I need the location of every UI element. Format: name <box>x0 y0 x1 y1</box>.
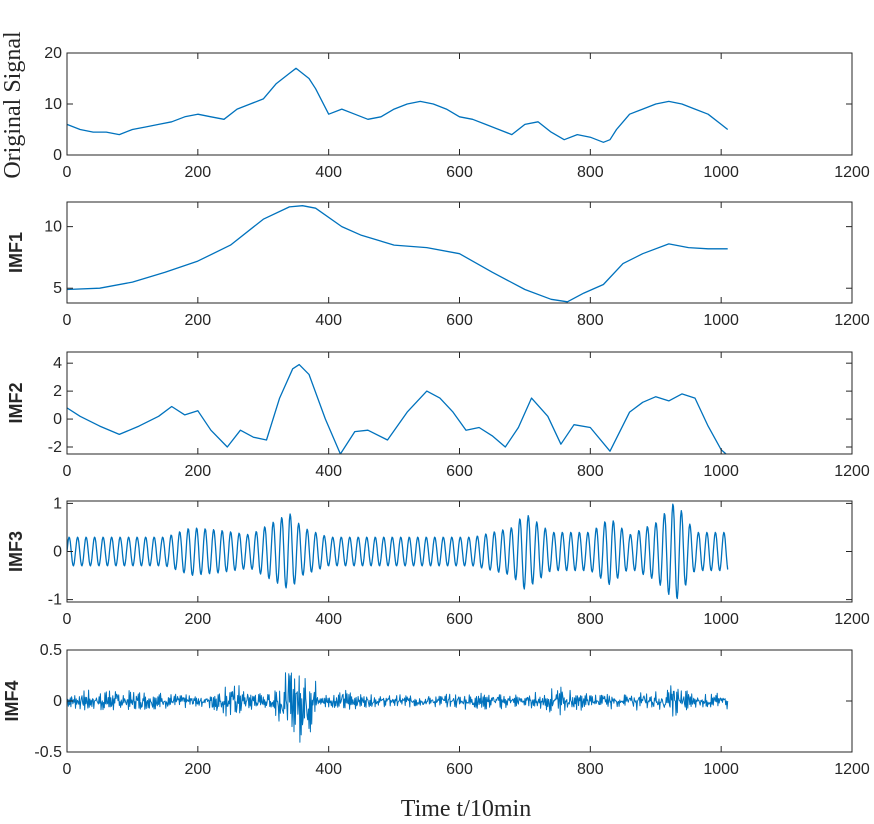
x-tick-label: 400 <box>315 312 342 329</box>
series-line-imf2 <box>67 363 728 454</box>
y-tick-label: 0 <box>53 147 62 164</box>
panel-2: 0 200 400 600 800 1000 1200 5 10 IMF1 <box>6 201 870 329</box>
y-tick-label: 4 <box>53 355 62 372</box>
x-tick-label: 400 <box>315 611 342 628</box>
y-tick-label: 20 <box>44 45 62 62</box>
x-tick-label: 800 <box>577 164 604 181</box>
x-tick-label: 600 <box>446 312 473 329</box>
x-tick-label: 1200 <box>834 761 870 778</box>
x-tick-label: 1200 <box>834 164 870 181</box>
x-tick-label: 600 <box>446 611 473 628</box>
axes-box <box>66 351 853 455</box>
x-tick-label: 0 <box>63 463 72 480</box>
x-tick-label: 400 <box>315 761 342 778</box>
y-tick-label: 0 <box>53 693 62 710</box>
axes-box <box>66 201 853 304</box>
x-tick-label: 1000 <box>703 463 739 480</box>
y-tick-label: 0 <box>53 411 62 428</box>
y-tick-label: 5 <box>53 280 62 297</box>
x-tick-label: 1200 <box>834 611 870 628</box>
series-line-imf4 <box>67 672 729 743</box>
x-tick-label: 1000 <box>703 164 739 181</box>
y-axis-label: IMF1 <box>6 232 26 273</box>
x-tick-label: 600 <box>446 463 473 480</box>
x-tick-label: 600 <box>446 761 473 778</box>
x-tick-label: 600 <box>446 164 473 181</box>
axes-box <box>66 52 853 156</box>
x-tick-label: 1200 <box>834 463 870 480</box>
x-tick-label: 200 <box>184 164 211 181</box>
x-tick-label: 400 <box>315 463 342 480</box>
y-axis-label: IMF3 <box>6 531 26 572</box>
x-tick-label: 200 <box>184 761 211 778</box>
y-tick-label: -2 <box>48 439 62 456</box>
x-tick-label: 0 <box>63 164 72 181</box>
x-tick-label: 0 <box>63 761 72 778</box>
y-axis-label: Original Signal <box>0 31 26 179</box>
y-tick-label: -0.5 <box>34 744 62 761</box>
x-tick-label: 800 <box>577 463 604 480</box>
x-tick-label: 800 <box>577 611 604 628</box>
x-tick-label: 200 <box>184 463 211 480</box>
x-tick-label: 200 <box>184 312 211 329</box>
x-tick-label: 0 <box>63 312 72 329</box>
x-tick-label: 1000 <box>703 761 739 778</box>
y-tick-label: -1 <box>48 592 62 609</box>
series-line-imf3 <box>67 503 729 600</box>
x-tick-label: 200 <box>184 611 211 628</box>
x-tick-label: 800 <box>577 312 604 329</box>
y-axis-label: IMF2 <box>6 382 26 423</box>
x-tick-label: 800 <box>577 761 604 778</box>
y-tick-label: 2 <box>53 383 62 400</box>
series-line-original-signal <box>67 67 729 143</box>
x-tick-label: 400 <box>315 164 342 181</box>
x-axis-label: Time t/10min <box>401 796 531 822</box>
y-tick-label: 10 <box>44 219 62 236</box>
x-tick-label: 1000 <box>703 611 739 628</box>
x-tick-label: 1000 <box>703 312 739 329</box>
series-line-imf1 <box>67 205 728 303</box>
y-tick-label: 10 <box>44 96 62 113</box>
x-tick-label: 1200 <box>834 312 870 329</box>
axes-box <box>66 500 853 603</box>
x-tick-label: 0 <box>63 611 72 628</box>
y-axis-label: IMF4 <box>2 680 22 721</box>
panel-1: 0 200 400 600 800 1000 1200 0 10 20 Original Signa… <box>0 31 870 181</box>
y-tick-label: 1 <box>53 495 62 512</box>
y-tick-label: 0 <box>53 544 62 561</box>
y-tick-label: 0.5 <box>40 642 62 659</box>
